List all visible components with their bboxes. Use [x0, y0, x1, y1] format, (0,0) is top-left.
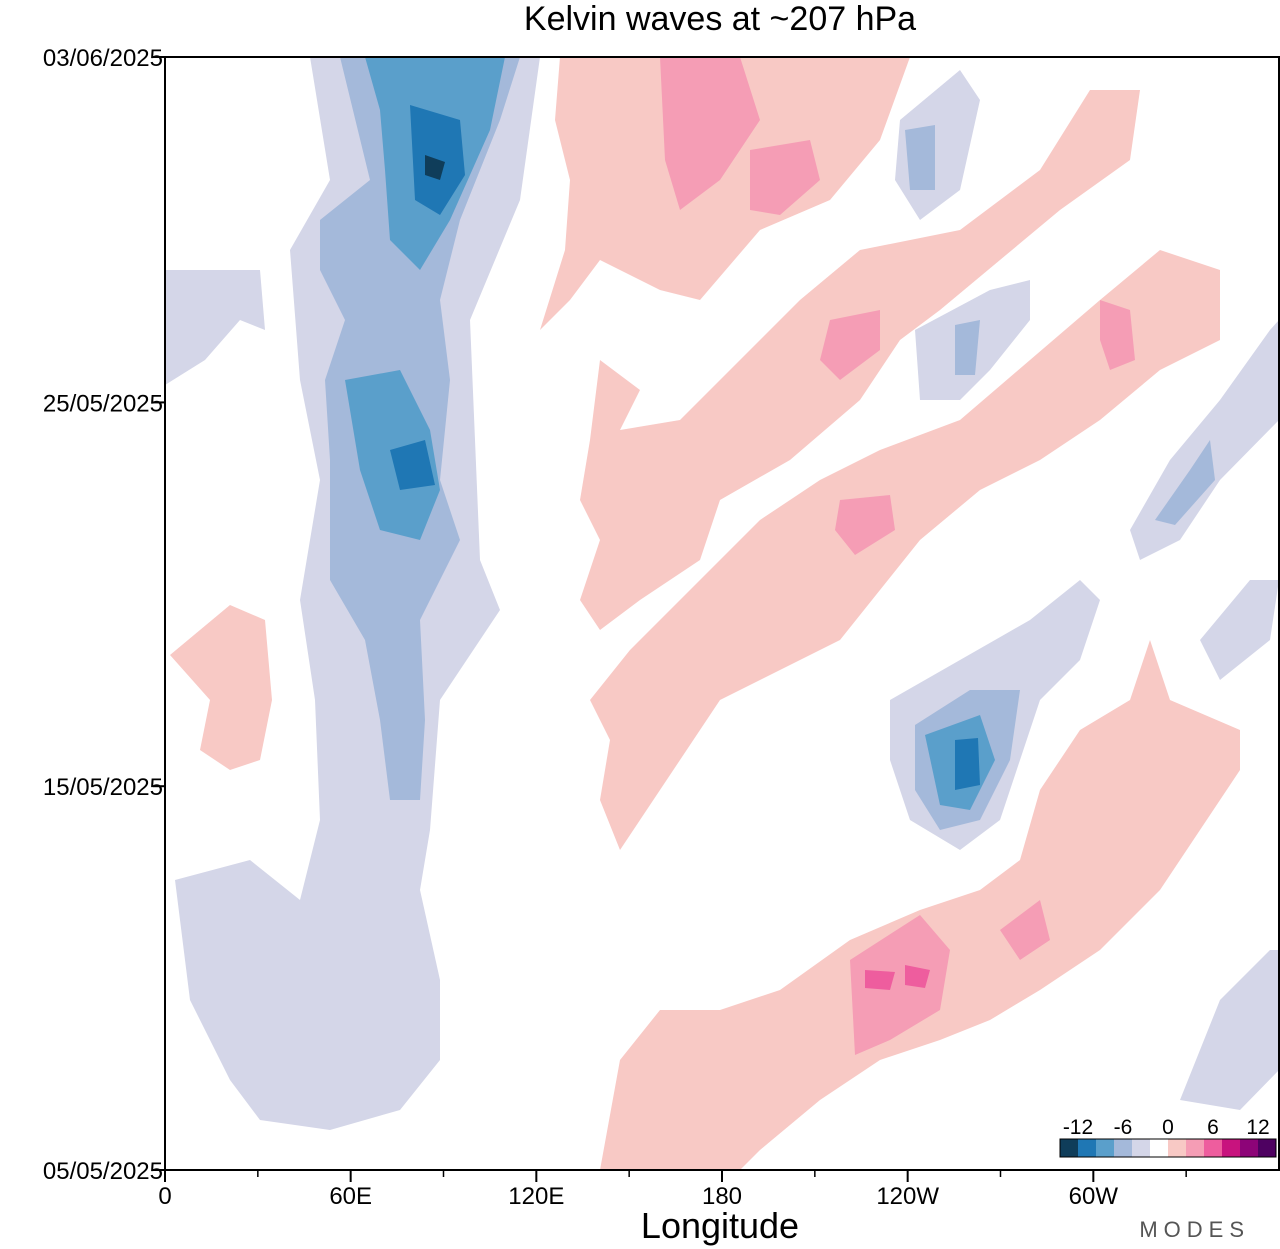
y-tick-label: 05/05/2025 [43, 1158, 163, 1185]
neg-band-west-4 [390, 105, 465, 490]
x-tick-label: 60W [1069, 1183, 1119, 1210]
colorbar-swatch [1150, 1139, 1169, 1157]
colorbar-label: 0 [1162, 1116, 1174, 1139]
pos-band-south-2 [850, 900, 1050, 1055]
pos-band-diag-1-2 [820, 310, 880, 380]
colorbar-label: -6 [1114, 1116, 1133, 1139]
pos-band-diag-2 [590, 250, 1220, 850]
pos-band-south-3 [865, 965, 930, 990]
colorbar-swatch [1132, 1139, 1151, 1157]
neg-band-west-5 [425, 155, 445, 180]
neg-left-strip [165, 270, 265, 385]
x-axis: 0 60E 120E 180 120W 60W [158, 1170, 1187, 1210]
colorbar-label: 6 [1207, 1116, 1219, 1139]
neg-blob-120W-4 [955, 738, 980, 790]
neg-streak-ne-2 [905, 125, 980, 375]
contour-field [165, 57, 1279, 1170]
colorbar-label: -12 [1063, 1116, 1093, 1139]
colorbar-swatch [1060, 1139, 1079, 1157]
colorbar-swatch [1258, 1139, 1277, 1157]
neg-streak-east [1130, 320, 1279, 560]
colorbar-swatch [1186, 1139, 1205, 1157]
pos-band-north [540, 57, 910, 330]
neg-streak-east-2 [1155, 440, 1215, 525]
colorbar-swatch [1168, 1139, 1187, 1157]
pos-band-west-left [170, 605, 272, 770]
y-axis: 03/06/2025 25/05/2025 15/05/2025 05/05/2025 [43, 45, 165, 1185]
pos-band-diag-2-2 [835, 300, 1135, 555]
neg-bottom-right [1180, 580, 1279, 1110]
colorbar-swatch [1096, 1139, 1115, 1157]
colorbar-swatch [1078, 1139, 1097, 1157]
x-axis-title: Longitude [641, 1205, 799, 1246]
colorbar-swatch [1204, 1139, 1223, 1157]
neg-band-west-3 [345, 57, 505, 540]
x-tick-label: 0 [158, 1183, 171, 1210]
x-tick-label: 180 [702, 1183, 742, 1210]
pos-band-south [600, 640, 1240, 1170]
brand-logo: MODES [1139, 1217, 1250, 1242]
x-tick-label: 120W [876, 1183, 939, 1210]
y-tick-label: 03/06/2025 [43, 45, 163, 72]
colorbar-label: 12 [1246, 1116, 1269, 1139]
chart-title: Kelvin waves at ~207 hPa [524, 0, 916, 38]
colorbar: -12 -6 0 6 12 [1059, 1116, 1277, 1158]
colorbar-swatch [1240, 1139, 1259, 1157]
y-tick-label: 15/05/2025 [43, 774, 163, 801]
colorbar-swatch [1222, 1139, 1241, 1157]
x-tick-label: 60E [329, 1183, 372, 1210]
pos-band-north-2 [660, 57, 820, 215]
y-tick-label: 25/05/2025 [43, 390, 163, 417]
colorbar-swatch [1114, 1139, 1133, 1157]
x-tick-label: 120E [508, 1183, 564, 1210]
colorbar-frame [1059, 1138, 1277, 1158]
